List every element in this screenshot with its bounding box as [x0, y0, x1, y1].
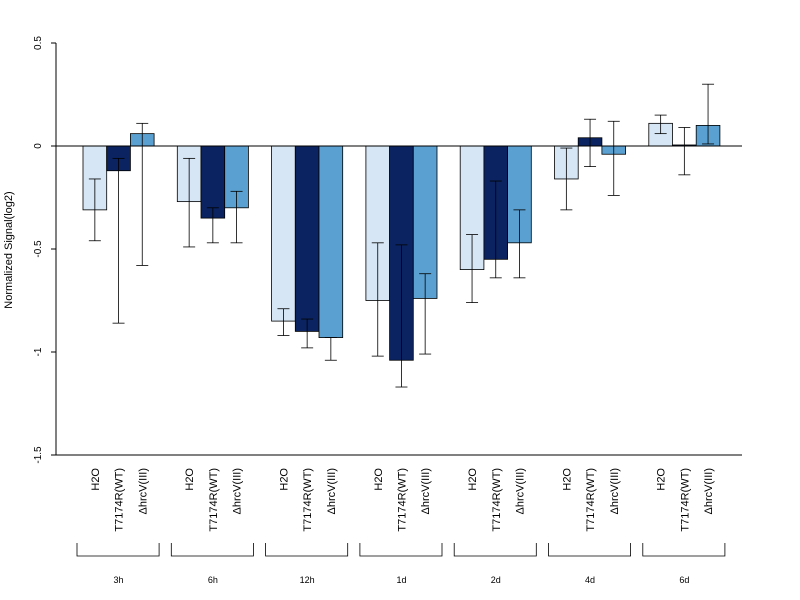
- group-label: 2d: [491, 575, 501, 585]
- bar: [200, 145, 226, 219]
- category-label: T7174R(WT): [491, 468, 503, 532]
- error-bars-layer: [56, 83, 742, 388]
- category-label: H2O: [467, 468, 479, 491]
- group-bracket: [170, 543, 254, 557]
- y-tick-label: -1: [33, 347, 44, 356]
- labels-layer: H2O T7174R(WT) ΔhrcV(III) 3h H2O T7174R(WT) Δh…: [76, 468, 726, 585]
- category-label: ΔhrcV(III): [703, 468, 715, 514]
- category-label: ΔhrcV(III): [514, 468, 526, 514]
- category-label: ΔhrcV(III): [326, 468, 338, 514]
- category-label: H2O: [561, 468, 573, 491]
- group-label: 6h: [208, 575, 218, 585]
- category-label: H2O: [278, 468, 290, 491]
- category-label: ΔhrcV(III): [232, 468, 244, 514]
- group-label: 3h: [114, 575, 124, 585]
- category-label: H2O: [373, 468, 385, 491]
- category-label: T7174R(WT): [302, 468, 314, 532]
- category-label: T7174R(WT): [585, 468, 597, 532]
- group-label: 4d: [585, 575, 595, 585]
- y-tick-label: -1.5: [33, 446, 44, 464]
- y-tick-label: -0.5: [33, 240, 44, 258]
- group-label: 6d: [679, 575, 689, 585]
- category-label: H2O: [90, 468, 102, 491]
- y-axis-label: Normalized Signal(log2): [3, 191, 15, 308]
- category-label: H2O: [656, 468, 668, 491]
- group-bracket: [453, 543, 537, 557]
- y-tick-label: 0.5: [33, 36, 44, 50]
- category-label: ΔhrcV(III): [137, 468, 149, 514]
- y-tick-label: 0: [33, 143, 44, 149]
- bar: [294, 145, 320, 332]
- axis-layer: 0.5 0 -0.5 -1 -1.5: [33, 36, 742, 464]
- category-label: ΔhrcV(III): [420, 468, 432, 514]
- group-label: 1d: [396, 575, 406, 585]
- group-label: 12h: [300, 575, 315, 585]
- group-bracket: [359, 543, 443, 557]
- category-label: T7174R(WT): [396, 468, 408, 532]
- group-bracket: [548, 543, 631, 557]
- category-label: H2O: [184, 468, 196, 491]
- group-bracket: [265, 543, 349, 557]
- category-label: ΔhrcV(III): [609, 468, 621, 514]
- category-label: T7174R(WT): [114, 468, 126, 532]
- group-bracket: [642, 543, 726, 557]
- group-bracket: [76, 543, 160, 557]
- bar: [271, 145, 296, 322]
- bar: [318, 145, 344, 338]
- category-label: T7174R(WT): [208, 468, 220, 532]
- category-label: T7174R(WT): [679, 468, 691, 532]
